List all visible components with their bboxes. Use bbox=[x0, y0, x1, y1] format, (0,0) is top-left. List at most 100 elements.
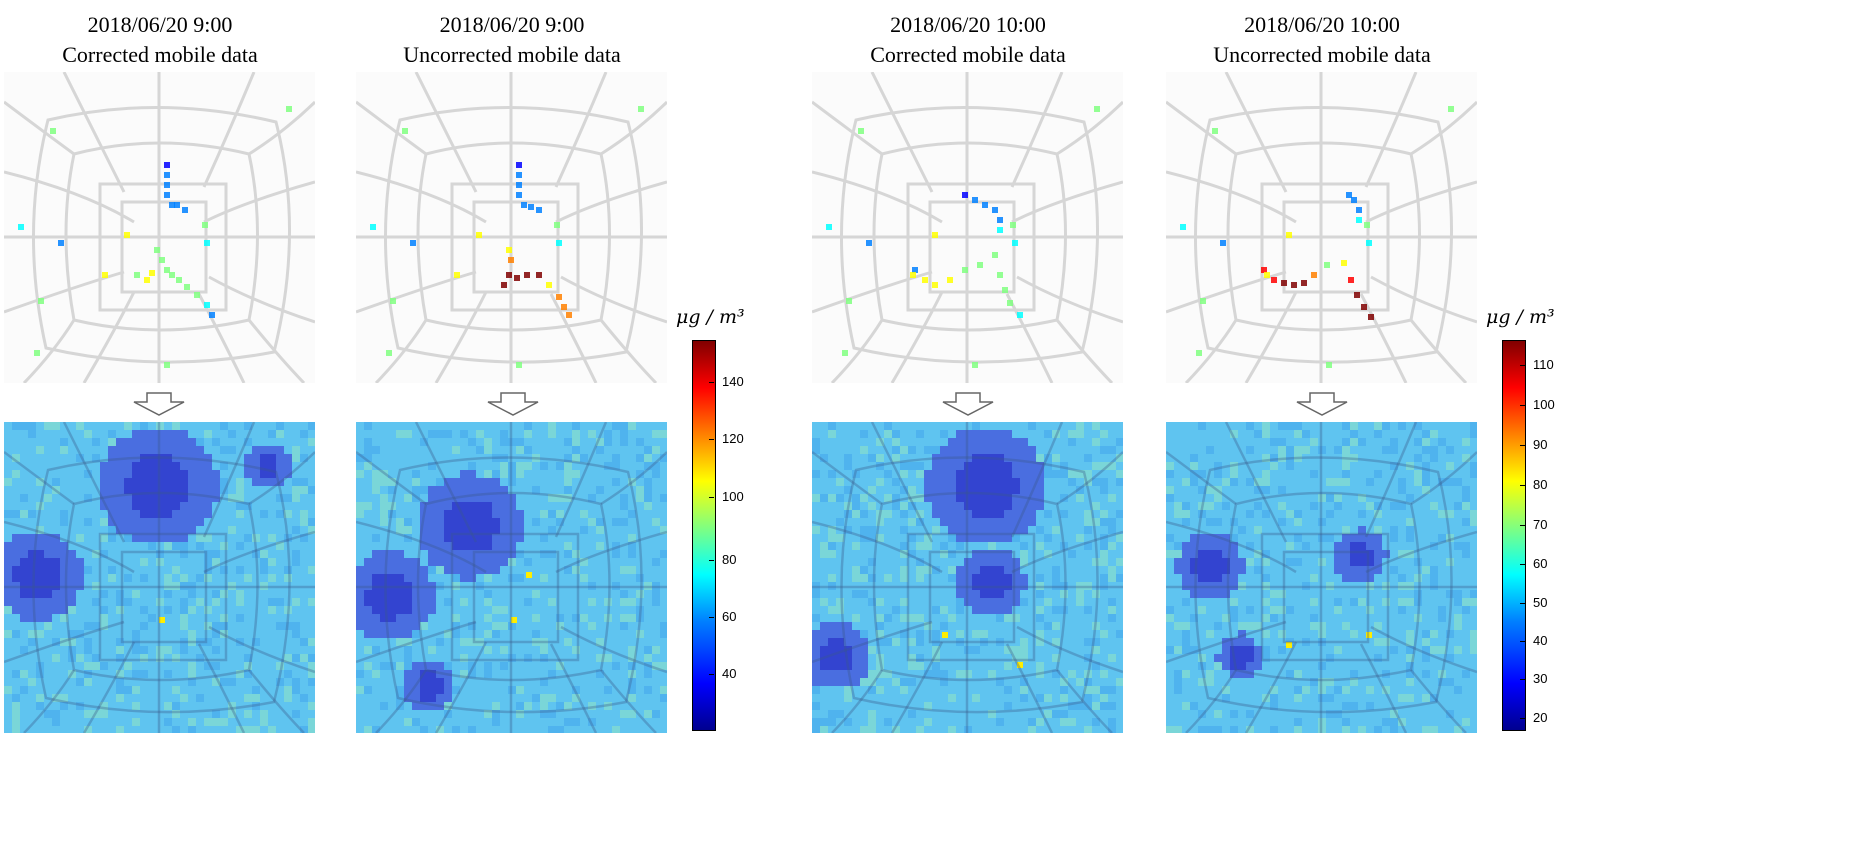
heatmap-cell bbox=[188, 662, 196, 670]
heatmap-cell bbox=[44, 726, 52, 733]
sensor-cell bbox=[1007, 300, 1013, 306]
heatmap-cell bbox=[372, 558, 380, 566]
heatmap-cell bbox=[580, 694, 588, 702]
heatmap-cell bbox=[588, 574, 596, 582]
heatmap-cell bbox=[116, 518, 124, 526]
heatmap-cell bbox=[588, 494, 596, 502]
heatmap-cell bbox=[524, 470, 532, 478]
heatmap-cell bbox=[564, 670, 572, 678]
heatmap-cell bbox=[492, 438, 500, 446]
heatmap-cell bbox=[436, 670, 444, 678]
sensor-cell bbox=[932, 282, 938, 288]
heatmap-cell bbox=[908, 710, 916, 718]
heatmap-cell bbox=[596, 574, 604, 582]
heatmap-cell bbox=[492, 518, 500, 526]
heatmap-cell bbox=[620, 502, 628, 510]
heatmap-cell bbox=[308, 422, 315, 430]
heatmap-cell bbox=[492, 678, 500, 686]
heatmap-cell bbox=[812, 550, 820, 558]
heatmap-cell bbox=[580, 678, 588, 686]
heatmap-cell bbox=[1076, 670, 1084, 678]
heatmap-cell bbox=[988, 582, 996, 590]
heatmap-cell bbox=[364, 494, 372, 502]
heatmap-cell bbox=[156, 534, 164, 542]
road-line bbox=[356, 270, 477, 314]
heatmap-cell bbox=[900, 630, 908, 638]
heatmap-cell bbox=[460, 718, 468, 726]
heatmap-cell bbox=[220, 694, 228, 702]
heatmap-cell bbox=[980, 478, 988, 486]
heatmap-cell bbox=[44, 486, 52, 494]
heatmap-cell bbox=[188, 462, 196, 470]
heatmap-cell bbox=[260, 534, 268, 542]
heatmap-cell bbox=[828, 566, 836, 574]
heatmap-cell bbox=[548, 438, 556, 446]
heatmap-cell bbox=[828, 510, 836, 518]
heatmap-cell bbox=[132, 518, 140, 526]
heatmap-cell bbox=[612, 598, 620, 606]
sensor-cell bbox=[514, 275, 520, 281]
heatmap-cell bbox=[108, 566, 116, 574]
sensor-cell bbox=[536, 207, 542, 213]
heatmap-cell bbox=[132, 430, 140, 438]
heatmap-cell bbox=[1044, 630, 1052, 638]
heatmap-cell bbox=[596, 510, 604, 518]
heatmap-cell bbox=[164, 438, 172, 446]
sensor-cell bbox=[516, 172, 522, 178]
heatmap-cell bbox=[468, 646, 476, 654]
heatmap-cell bbox=[244, 670, 252, 678]
heatmap-cell bbox=[1190, 542, 1198, 550]
heatmap-cell bbox=[588, 542, 596, 550]
heatmap-cell bbox=[76, 470, 84, 478]
heatmap-cell bbox=[116, 662, 124, 670]
heatmap-cell bbox=[68, 526, 76, 534]
heatmap-cell bbox=[572, 630, 580, 638]
heatmap-cell bbox=[876, 502, 884, 510]
heatmap-cell bbox=[916, 694, 924, 702]
heatmap-cell bbox=[188, 510, 196, 518]
heatmap-cell bbox=[1012, 542, 1020, 550]
heatmap-cell bbox=[428, 702, 436, 710]
heatmap-cell bbox=[4, 430, 12, 438]
heatmap-cell bbox=[108, 726, 116, 733]
heatmap-cell bbox=[100, 678, 108, 686]
sensor-cell bbox=[1271, 277, 1277, 283]
heatmap-cell bbox=[84, 574, 92, 582]
heatmap-cell bbox=[516, 718, 524, 726]
heatmap-cell bbox=[844, 582, 852, 590]
heatmap-cell bbox=[172, 662, 180, 670]
heatmap-cell bbox=[452, 454, 460, 462]
heatmap-cell bbox=[980, 646, 988, 654]
heatmap-cell bbox=[564, 606, 572, 614]
heatmap-cell bbox=[460, 438, 468, 446]
heatmap-cell bbox=[900, 638, 908, 646]
concentration-map-4 bbox=[1166, 422, 1477, 733]
heatmap-cell bbox=[100, 598, 108, 606]
heatmap-cell bbox=[252, 718, 260, 726]
heatmap-cell bbox=[92, 726, 100, 733]
heatmap-cell bbox=[156, 438, 164, 446]
heatmap-cell bbox=[148, 566, 156, 574]
heatmap-cell bbox=[180, 566, 188, 574]
road-network bbox=[356, 72, 667, 383]
heatmap-cell bbox=[980, 670, 988, 678]
heatmap-cell bbox=[900, 422, 908, 430]
heatmap-cell bbox=[156, 606, 164, 614]
heatmap-cell bbox=[844, 614, 852, 622]
heatmap-cell bbox=[596, 710, 604, 718]
heatmap-cell bbox=[444, 646, 452, 654]
heatmap-cell bbox=[556, 614, 564, 622]
heatmap-cell bbox=[956, 454, 964, 462]
heatmap-cell bbox=[588, 590, 596, 598]
heatmap-cell bbox=[236, 694, 244, 702]
heatmap-cell bbox=[420, 486, 428, 494]
heatmap-cell bbox=[220, 710, 228, 718]
heatmap-cell bbox=[20, 510, 28, 518]
heatmap-cell bbox=[300, 606, 308, 614]
heatmap-cell bbox=[452, 470, 460, 478]
heatmap-cell bbox=[1028, 486, 1036, 494]
heatmap-cell bbox=[860, 678, 868, 686]
heatmap-cell bbox=[244, 678, 252, 686]
heatmap-cell bbox=[884, 614, 892, 622]
heatmap-cell bbox=[524, 534, 532, 542]
